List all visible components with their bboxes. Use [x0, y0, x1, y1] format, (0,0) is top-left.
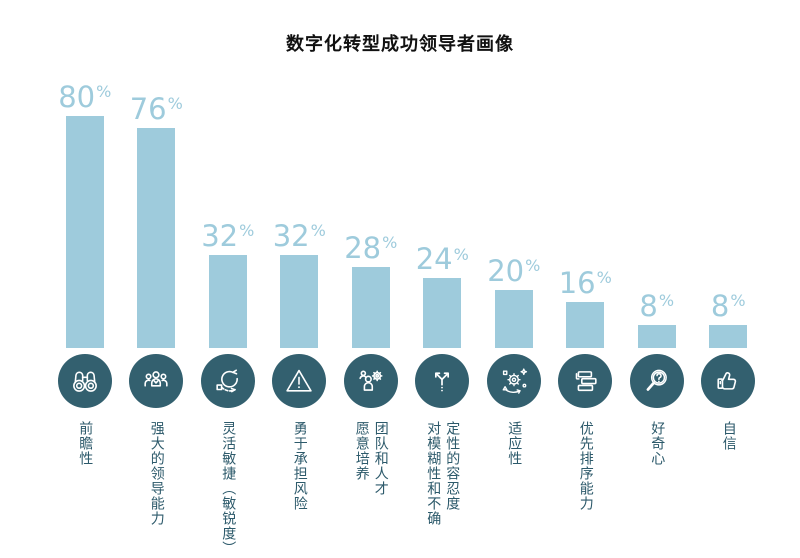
value-number: 28 [344, 230, 382, 265]
bar-zone: 16% [559, 78, 612, 348]
value-number: 24 [415, 242, 453, 277]
category-label: 自信 [720, 421, 737, 451]
agile-cycle-icon [200, 354, 255, 408]
chart-column: 8% 自信 [693, 78, 765, 556]
category-label: 团队和人才 愿意培养 [353, 421, 389, 496]
value-label: 24% [416, 245, 469, 274]
percent-sign: % [730, 290, 746, 310]
branching-arrows-icon [415, 354, 470, 408]
value-label: 8% [639, 288, 675, 323]
percent-sign: % [596, 267, 612, 287]
bar-zone: 80% [58, 78, 111, 348]
category-label: 灵活敏捷（敏锐度） [220, 421, 237, 556]
value-number: 32 [272, 219, 310, 254]
category-label: 定性的容忍度 对模糊性和不确 [425, 421, 461, 526]
bar-zone: 32% [273, 78, 326, 348]
chart-column: 80% 前瞻性 [49, 78, 121, 556]
percent-sign: % [525, 256, 541, 276]
bar [208, 255, 247, 348]
bar-zone: 28% [344, 78, 397, 348]
value-number: 8 [710, 288, 730, 323]
bar [494, 290, 533, 348]
chart-column: 24% 定性的容忍度 对模糊性和不确 [407, 78, 479, 556]
value-label: 32% [201, 222, 254, 251]
value-number: 76 [129, 91, 167, 126]
value-number: 8 [639, 288, 658, 323]
percent-sign: % [453, 244, 469, 264]
adaptive-gear-icon [486, 354, 541, 408]
binoculars-icon [57, 354, 112, 408]
bar [709, 324, 748, 348]
bar [137, 127, 176, 348]
value-label: 20% [487, 257, 540, 286]
percent-sign: % [239, 221, 255, 241]
bar [280, 255, 319, 348]
warning-triangle-icon [272, 354, 327, 408]
value-label: 16% [558, 265, 612, 300]
chart-column: 32% 勇于承担风险 [264, 78, 336, 556]
priority-list-icon [558, 354, 613, 408]
value-label: 32% [273, 222, 326, 251]
bar [423, 278, 462, 348]
category-label: 优先排序能力 [577, 421, 594, 511]
percent-sign: % [167, 93, 183, 113]
bar [637, 324, 676, 348]
team-icon [129, 354, 184, 408]
chart-column: 32% 灵活敏捷（敏锐度） [192, 78, 264, 556]
category-label: 前瞻性 [77, 421, 94, 466]
percent-sign: % [96, 82, 112, 102]
talent-development-icon [343, 354, 398, 408]
bar [351, 266, 390, 348]
bar-zone: 76% [130, 78, 183, 348]
category-label: 好奇心 [649, 421, 666, 466]
value-number: 80 [58, 80, 96, 114]
percent-sign: % [310, 221, 326, 241]
value-number: 32 [201, 219, 239, 254]
bar-zone: 32% [201, 78, 254, 348]
thumbs-up-icon [701, 354, 756, 408]
bar-zone: 8% [709, 78, 748, 348]
category-label: 适应性 [506, 421, 523, 466]
percent-sign: % [382, 232, 398, 252]
chart-title: 数字化转型成功领导者画像 [286, 34, 514, 55]
magnifier-question-icon [629, 354, 684, 408]
bar-zone: 8% [637, 78, 676, 348]
chart-column: 8% 好奇心 [621, 78, 693, 556]
value-label: 76% [129, 91, 183, 126]
category-label: 强大的领导能力 [148, 421, 165, 526]
value-number: 16 [558, 265, 596, 300]
bar-chart: 80% 前瞻性 76% 强大的领导能力 32% [0, 78, 800, 556]
chart-column: 28% 团队和人才 愿意培养 [335, 78, 407, 556]
chart-column: 16% 优先排序能力 [550, 78, 622, 556]
percent-sign: % [658, 290, 675, 310]
value-label: 28% [344, 230, 398, 265]
bar [566, 301, 605, 348]
bar [65, 116, 104, 348]
chart-column: 20% 适应性 [478, 78, 550, 556]
category-label: 勇于承担风险 [291, 421, 308, 511]
bar-zone: 24% [416, 78, 469, 348]
value-label: 8% [710, 288, 746, 323]
value-label: 80% [58, 83, 111, 112]
value-number: 20 [487, 254, 525, 288]
chart-column: 76% 强大的领导能力 [121, 78, 193, 556]
bar-zone: 20% [487, 78, 540, 348]
